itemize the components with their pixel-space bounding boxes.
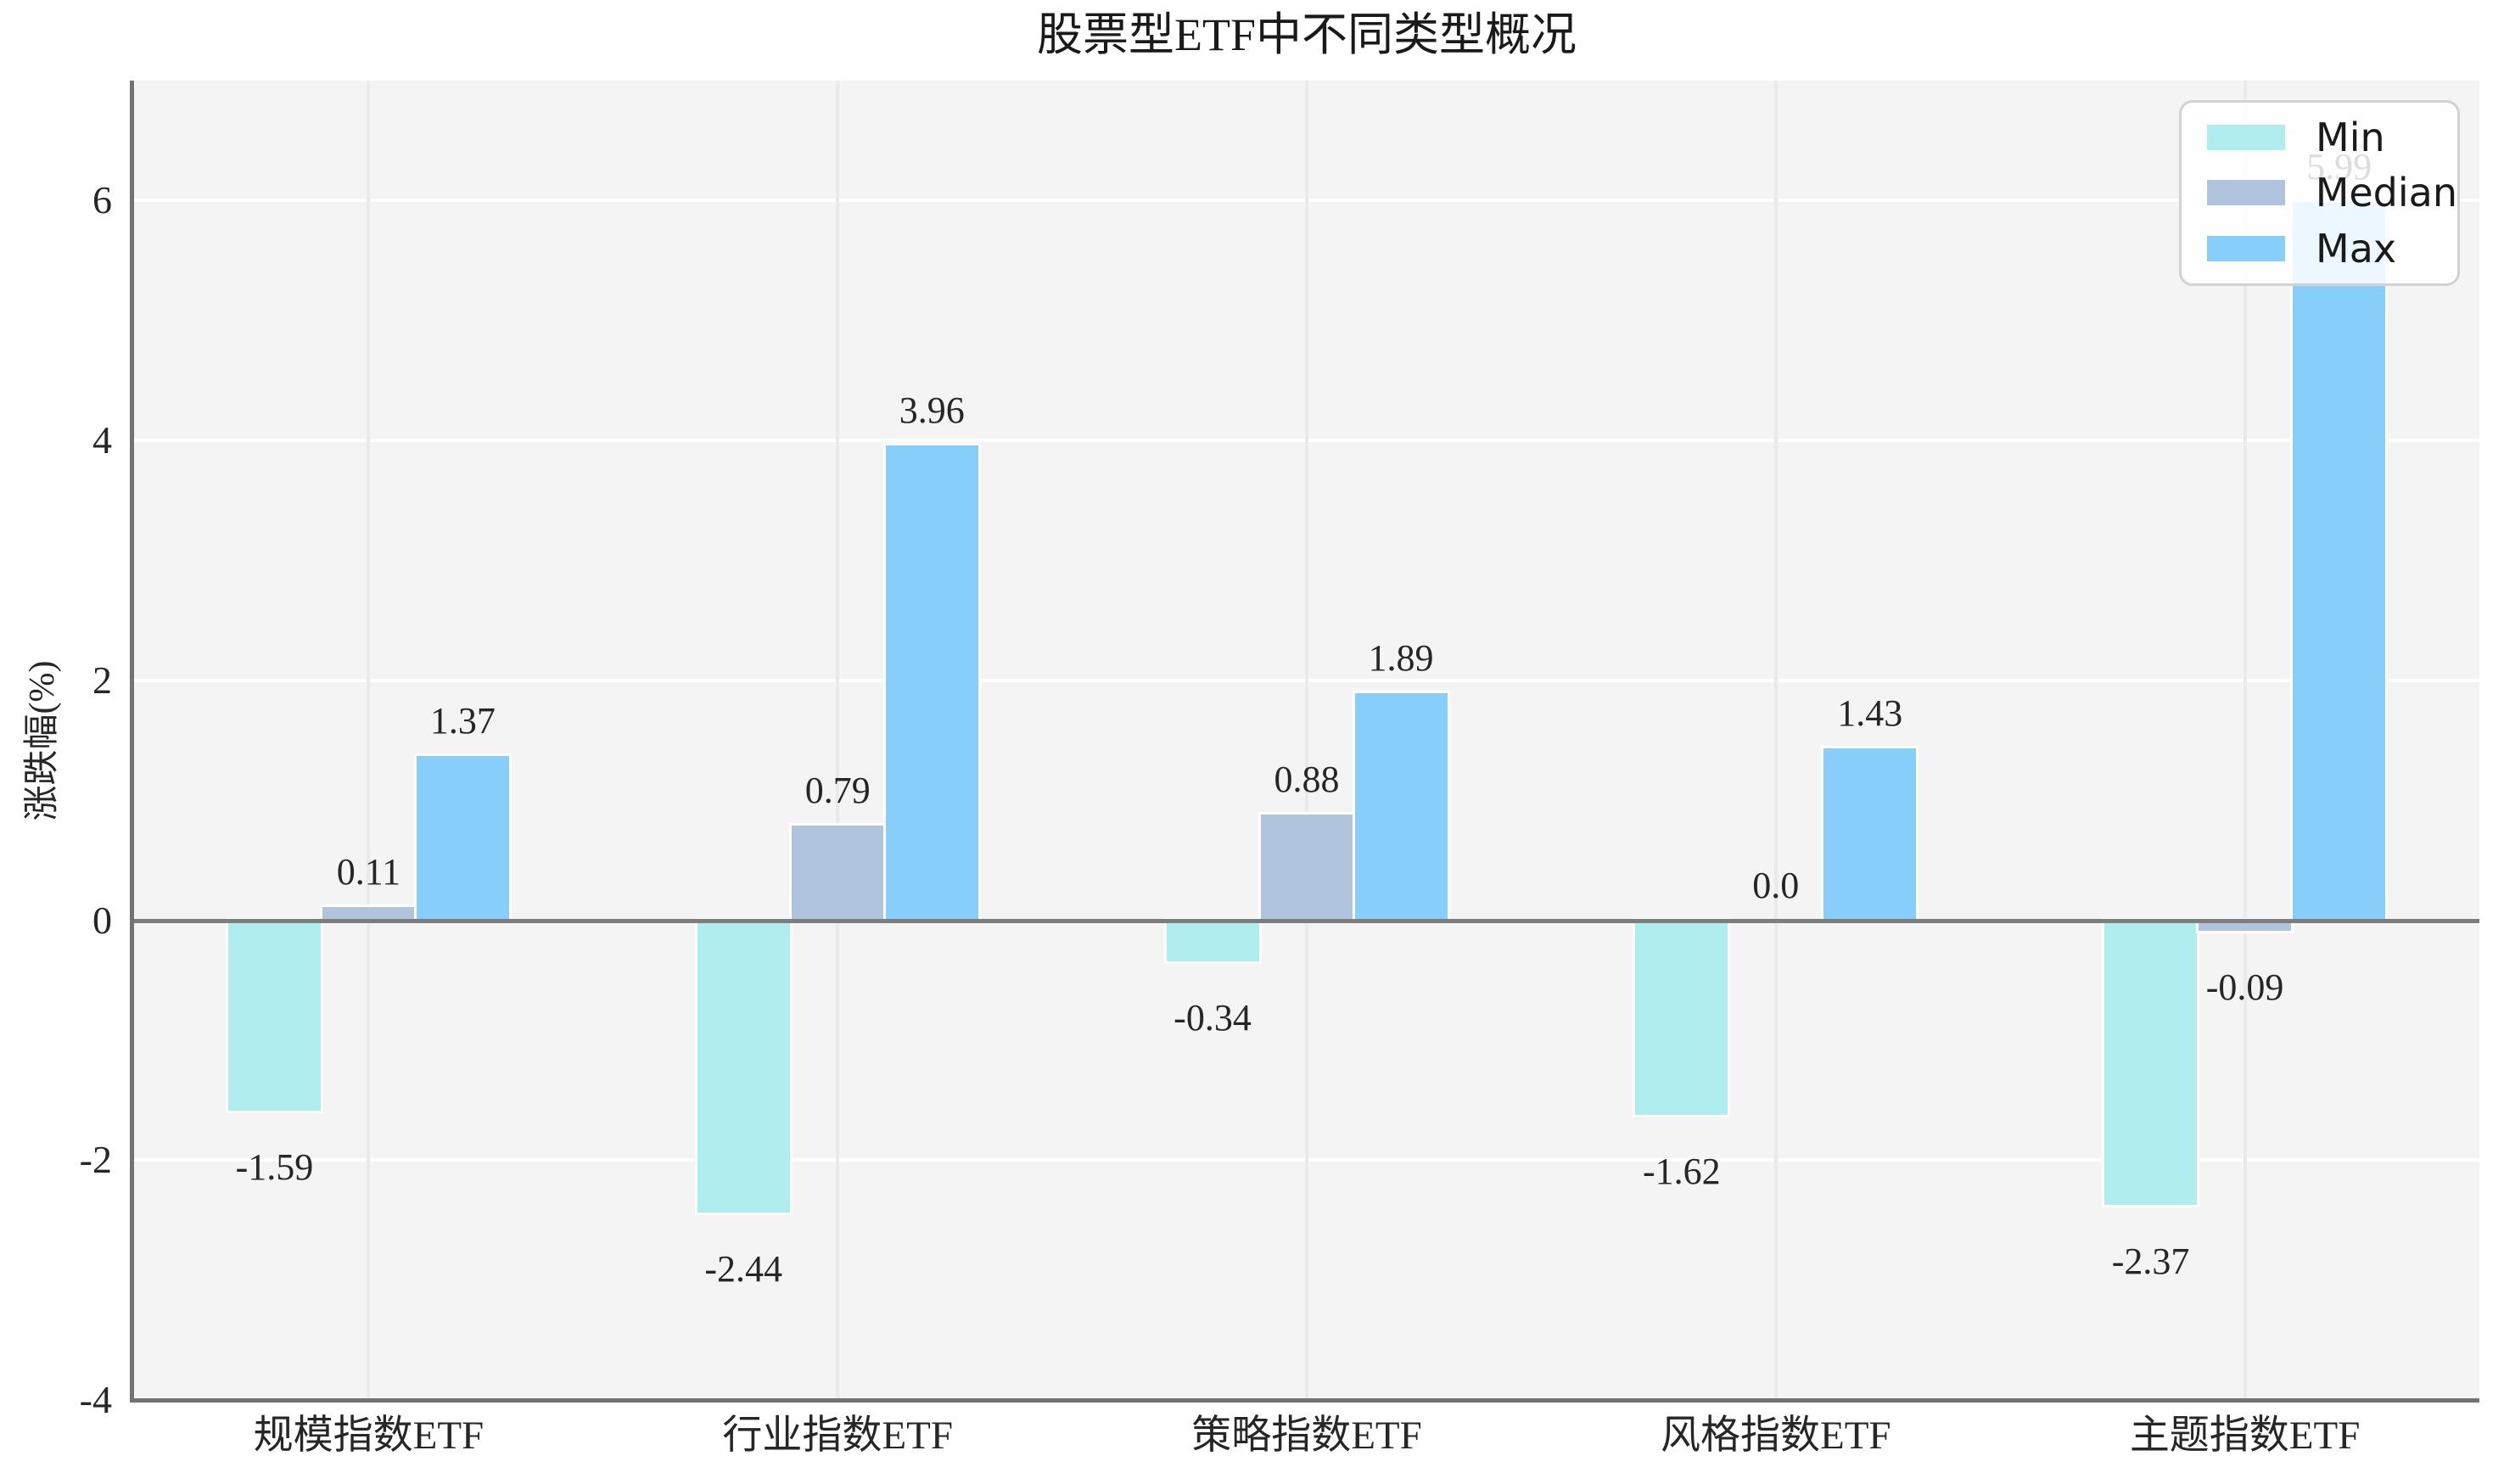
bar-value-label: -2.37: [2111, 1240, 2190, 1282]
bar: [2290, 199, 2389, 923]
bar-value-label: -0.34: [1174, 996, 1252, 1039]
bar-value-label: -1.59: [235, 1146, 314, 1189]
y-tick-label: 0: [92, 898, 112, 942]
legend: Min Median Max: [2179, 100, 2460, 286]
bar: [1633, 917, 1731, 1117]
y-tick-label: -4: [79, 1378, 112, 1421]
bar-value-label: 0.0: [1752, 864, 1800, 906]
legend-item: Max: [2204, 227, 2457, 270]
y-tick-label: 6: [92, 178, 112, 222]
vertical-gridline: [1305, 81, 1308, 1400]
bar: [413, 753, 512, 923]
y-axis-label: 涨跌幅(%): [23, 660, 62, 820]
bar: [882, 442, 981, 923]
y-tick-label: 2: [92, 658, 112, 702]
vertical-gridline: [836, 81, 840, 1400]
bar: [1163, 917, 1262, 964]
x-tick-label: 风格指数ETF: [1661, 1414, 1891, 1458]
vertical-gridline: [2243, 81, 2247, 1400]
legend-item-label: Max: [2316, 226, 2397, 272]
bar: [2102, 917, 2200, 1207]
legend-swatch-icon: [2204, 120, 2288, 154]
bar-value-label: -0.09: [2205, 966, 2284, 1009]
zero-line: [134, 918, 2479, 923]
bar-value-label: 3.96: [899, 389, 965, 431]
bar-value-label: 0.79: [804, 769, 871, 811]
bar-value-label: 1.37: [429, 699, 496, 742]
bottom-axis-spine: [130, 1398, 2479, 1403]
bar: [788, 822, 887, 923]
bar: [1352, 691, 1450, 923]
x-tick-label: 主题指数ETF: [2129, 1414, 2361, 1458]
legend-item-label: Median: [2315, 170, 2457, 216]
bar-value-label: -2.44: [704, 1248, 783, 1291]
legend-swatch-icon: [2204, 176, 2288, 210]
legend-item: Min: [2204, 116, 2457, 159]
bar-value-label: 1.43: [1837, 692, 1903, 735]
chart-title: 股票型ETF中不同类型概况: [1036, 9, 1577, 60]
left-axis-spine: [130, 81, 134, 1403]
bar-value-label: -1.62: [1642, 1150, 1721, 1192]
y-tick-label: 4: [92, 418, 112, 462]
y-tick-label: -2: [79, 1138, 112, 1182]
vertical-gridline: [367, 81, 371, 1400]
bar-value-label: 0.88: [1274, 759, 1340, 801]
x-tick-label: 策略指数ETF: [1191, 1414, 1422, 1458]
legend-item-label: Min: [2316, 114, 2385, 160]
x-tick-label: 规模指数ETF: [253, 1414, 485, 1458]
legend-swatch-icon: [2204, 232, 2288, 266]
bar-value-label: 0.11: [336, 850, 401, 893]
vertical-gridline: [1773, 81, 1778, 1400]
bar: [694, 917, 793, 1216]
legend-item: Median: [2204, 171, 2457, 214]
bar-value-label: 1.89: [1368, 637, 1434, 680]
bar: [225, 917, 323, 1114]
bar: [1821, 746, 1919, 923]
x-tick-label: 行业指数ETF: [722, 1414, 953, 1458]
bar: [1258, 812, 1356, 923]
